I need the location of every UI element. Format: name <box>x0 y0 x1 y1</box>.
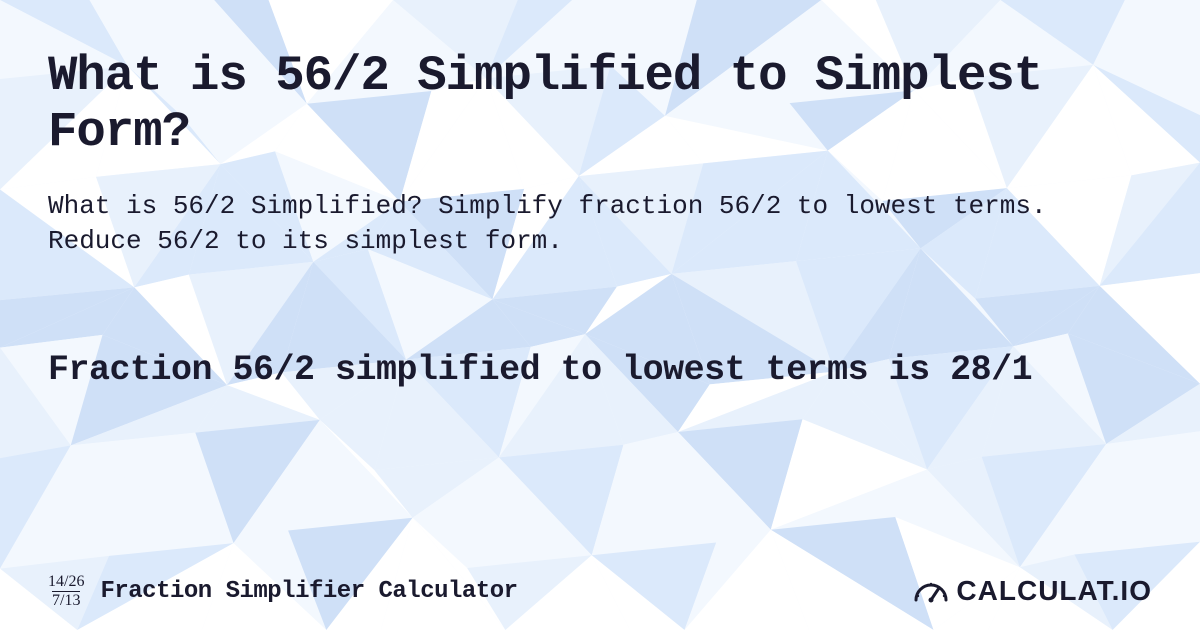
fraction-logo-bottom: 7/13 <box>52 591 80 610</box>
calculator-name: Fraction Simplifier Calculator <box>100 578 517 605</box>
brand-name: CALCULAT.IO <box>956 575 1152 607</box>
footer-right: CALCULAT.IO <box>912 574 1152 609</box>
main-content: What is 56/2 Simplified to Simplest Form… <box>0 0 1200 630</box>
fraction-logo-icon: 14/26 7/13 <box>48 573 84 609</box>
fraction-logo-top: 14/26 <box>48 573 84 591</box>
page-description: What is 56/2 Simplified? Simplify fracti… <box>48 189 1152 259</box>
answer-heading: Fraction 56/2 simplified to lowest terms… <box>48 349 1152 393</box>
gauge-icon <box>912 574 950 609</box>
footer: 14/26 7/13 Fraction Simplifier Calculato… <box>0 552 1200 630</box>
footer-left: 14/26 7/13 Fraction Simplifier Calculato… <box>48 573 518 609</box>
page-title: What is 56/2 Simplified to Simplest Form… <box>48 48 1152 161</box>
